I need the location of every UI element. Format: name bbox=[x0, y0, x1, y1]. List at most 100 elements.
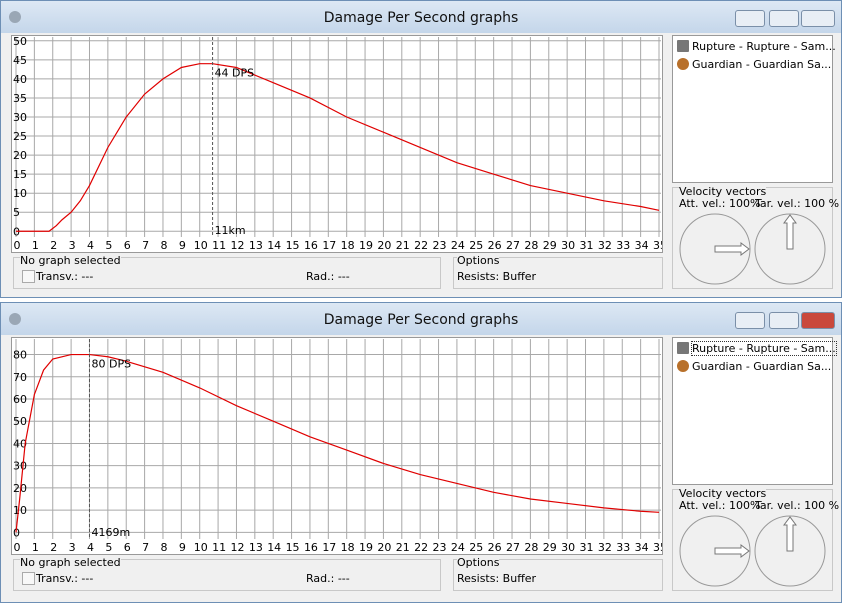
x-tick-label: 23 bbox=[433, 239, 447, 252]
x-tick-label: 29 bbox=[543, 541, 557, 554]
transversal-checkbox[interactable] bbox=[22, 270, 35, 283]
x-tick-label: 9 bbox=[179, 541, 186, 554]
close-button[interactable] bbox=[801, 10, 835, 27]
y-tick-label: 0 bbox=[13, 526, 20, 539]
y-tick-label: 50 bbox=[13, 35, 27, 48]
x-tick-label: 14 bbox=[267, 239, 281, 252]
y-tick-label: 50 bbox=[13, 415, 27, 428]
x-tick-label: 13 bbox=[249, 239, 263, 252]
dps-chart: 0 1 2 3 4 5 6 7 8 9 10 11 12 13 14 15 16 17 18 19 20 21 22 23 24… bbox=[11, 337, 663, 555]
resists-label: Resists: Buffer bbox=[457, 572, 537, 585]
fit-item[interactable]: Rupture - Rupture - Sam... bbox=[677, 341, 837, 356]
attacker-velocity: Att. vel.: 100% bbox=[679, 197, 761, 210]
close-button[interactable] bbox=[801, 312, 835, 329]
x-tick-label: 20 bbox=[377, 541, 391, 554]
status-heading: No graph selected bbox=[20, 556, 121, 569]
dps-line bbox=[16, 63, 660, 232]
x-tick-label: 10 bbox=[194, 239, 208, 252]
x-tick-label: 32 bbox=[598, 541, 612, 554]
radial-label: Rad.: --- bbox=[306, 572, 350, 585]
x-tick-label: 5 bbox=[105, 239, 112, 252]
y-tick-label: 30 bbox=[13, 460, 27, 473]
attacker-velocity: Att. vel.: 100% bbox=[679, 499, 761, 512]
x-tick-label: 35 bbox=[653, 239, 663, 252]
fit-name: Guardian - Guardian Sa... bbox=[692, 360, 832, 373]
minimize-button[interactable] bbox=[735, 312, 765, 329]
x-tick-label: 16 bbox=[304, 541, 318, 554]
maximize-button[interactable] bbox=[769, 312, 799, 329]
fit-item[interactable]: Rupture - Rupture - Sam... bbox=[677, 40, 836, 53]
x-tick-label: 7 bbox=[142, 541, 149, 554]
fit-item[interactable]: Guardian - Guardian Sa... bbox=[677, 58, 831, 71]
velocity-heading: Velocity vectors bbox=[679, 487, 767, 500]
y-tick-label: 20 bbox=[13, 149, 27, 162]
x-tick-label: 28 bbox=[524, 239, 538, 252]
maximize-button[interactable] bbox=[769, 10, 799, 27]
fit-icon bbox=[677, 58, 689, 70]
minimize-button[interactable] bbox=[735, 10, 765, 27]
x-tick-label: 12 bbox=[230, 239, 244, 252]
x-tick-label: 17 bbox=[322, 541, 336, 554]
resists-label: Resists: Buffer bbox=[457, 270, 537, 283]
x-tick-label: 9 bbox=[179, 239, 186, 252]
x-tick-label: 33 bbox=[616, 239, 630, 252]
status-group: No graph selected Transv.: --- Rad.: --- bbox=[13, 254, 441, 289]
y-tick-label: 35 bbox=[13, 92, 27, 105]
x-tick-label: 16 bbox=[304, 239, 318, 252]
y-tick-label: 25 bbox=[13, 130, 27, 143]
y-tick-label: 40 bbox=[13, 73, 27, 86]
options-group: Options Resists: Buffer bbox=[453, 556, 663, 591]
x-tick-label: 4 bbox=[87, 541, 94, 554]
fit-list: Rupture - Rupture - Sam... Guardian - Gua… bbox=[672, 337, 837, 485]
fit-name: Guardian - Guardian Sa... bbox=[692, 58, 832, 71]
window: Damage Per Second graphs 0 1 2 3 4 5 6 7 8 9 10 11 12… bbox=[0, 302, 842, 603]
radial-label: Rad.: --- bbox=[306, 270, 350, 283]
velocity-dials[interactable] bbox=[673, 514, 832, 589]
x-tick-label: 35 bbox=[653, 541, 663, 554]
x-tick-label: 25 bbox=[469, 541, 483, 554]
x-tick-label: 13 bbox=[249, 541, 263, 554]
x-tick-label: 33 bbox=[616, 541, 630, 554]
x-tick-label: 25 bbox=[469, 239, 483, 252]
window-icon bbox=[9, 11, 21, 23]
y-tick-label: 10 bbox=[13, 504, 27, 517]
x-tick-label: 29 bbox=[543, 239, 557, 252]
cursor-range-label: 4169m bbox=[91, 526, 130, 539]
transversal-checkbox[interactable] bbox=[22, 572, 35, 585]
status-heading: No graph selected bbox=[20, 254, 121, 267]
x-tick-label: 28 bbox=[524, 541, 538, 554]
x-tick-label: 22 bbox=[414, 541, 428, 554]
y-tick-label: 60 bbox=[13, 393, 27, 406]
plot-border bbox=[11, 337, 663, 555]
x-tick-label: 18 bbox=[341, 541, 355, 554]
target-arrow bbox=[783, 516, 797, 552]
x-tick-label: 1 bbox=[32, 239, 39, 252]
title-bar: Damage Per Second graphs bbox=[1, 303, 841, 335]
x-tick-label: 19 bbox=[359, 541, 373, 554]
velocity-heading: Velocity vectors bbox=[679, 185, 767, 198]
x-tick-label: 27 bbox=[506, 239, 520, 252]
options-group: Options Resists: Buffer bbox=[453, 254, 663, 289]
x-tick-label: 15 bbox=[286, 239, 300, 252]
attacker-arrow bbox=[714, 242, 750, 256]
velocity-group: Velocity vectors Att. vel.: 100% Tar. vel.… bbox=[672, 487, 839, 591]
fit-icon bbox=[677, 342, 689, 354]
transversal-label: Transv.: --- bbox=[36, 270, 94, 283]
velocity-group: Velocity vectors Att. vel.: 100% Tar. vel.… bbox=[672, 185, 839, 289]
cursor-range-label: 11km bbox=[215, 224, 246, 237]
x-tick-label: 26 bbox=[488, 541, 502, 554]
window-title: Damage Per Second graphs bbox=[323, 312, 519, 328]
window: Damage Per Second graphs 0 1 2 3 4 5 6 7 8 9 10 11 12… bbox=[0, 0, 842, 298]
x-tick-label: 21 bbox=[396, 239, 410, 252]
x-tick-label: 0 bbox=[14, 239, 21, 252]
x-tick-label: 30 bbox=[561, 541, 575, 554]
y-tick-label: 5 bbox=[13, 206, 20, 219]
x-tick-label: 24 bbox=[451, 239, 465, 252]
velocity-dials[interactable] bbox=[673, 212, 832, 287]
target-velocity: Tar. vel.: 100 % bbox=[755, 197, 840, 210]
fit-item[interactable]: Guardian - Guardian Sa... bbox=[677, 360, 831, 373]
y-tick-label: 70 bbox=[13, 371, 27, 384]
fit-list: Rupture - Rupture - Sam... Guardian - Gua… bbox=[672, 35, 836, 183]
options-heading: Options bbox=[457, 556, 500, 569]
x-tick-label: 0 bbox=[14, 541, 21, 554]
